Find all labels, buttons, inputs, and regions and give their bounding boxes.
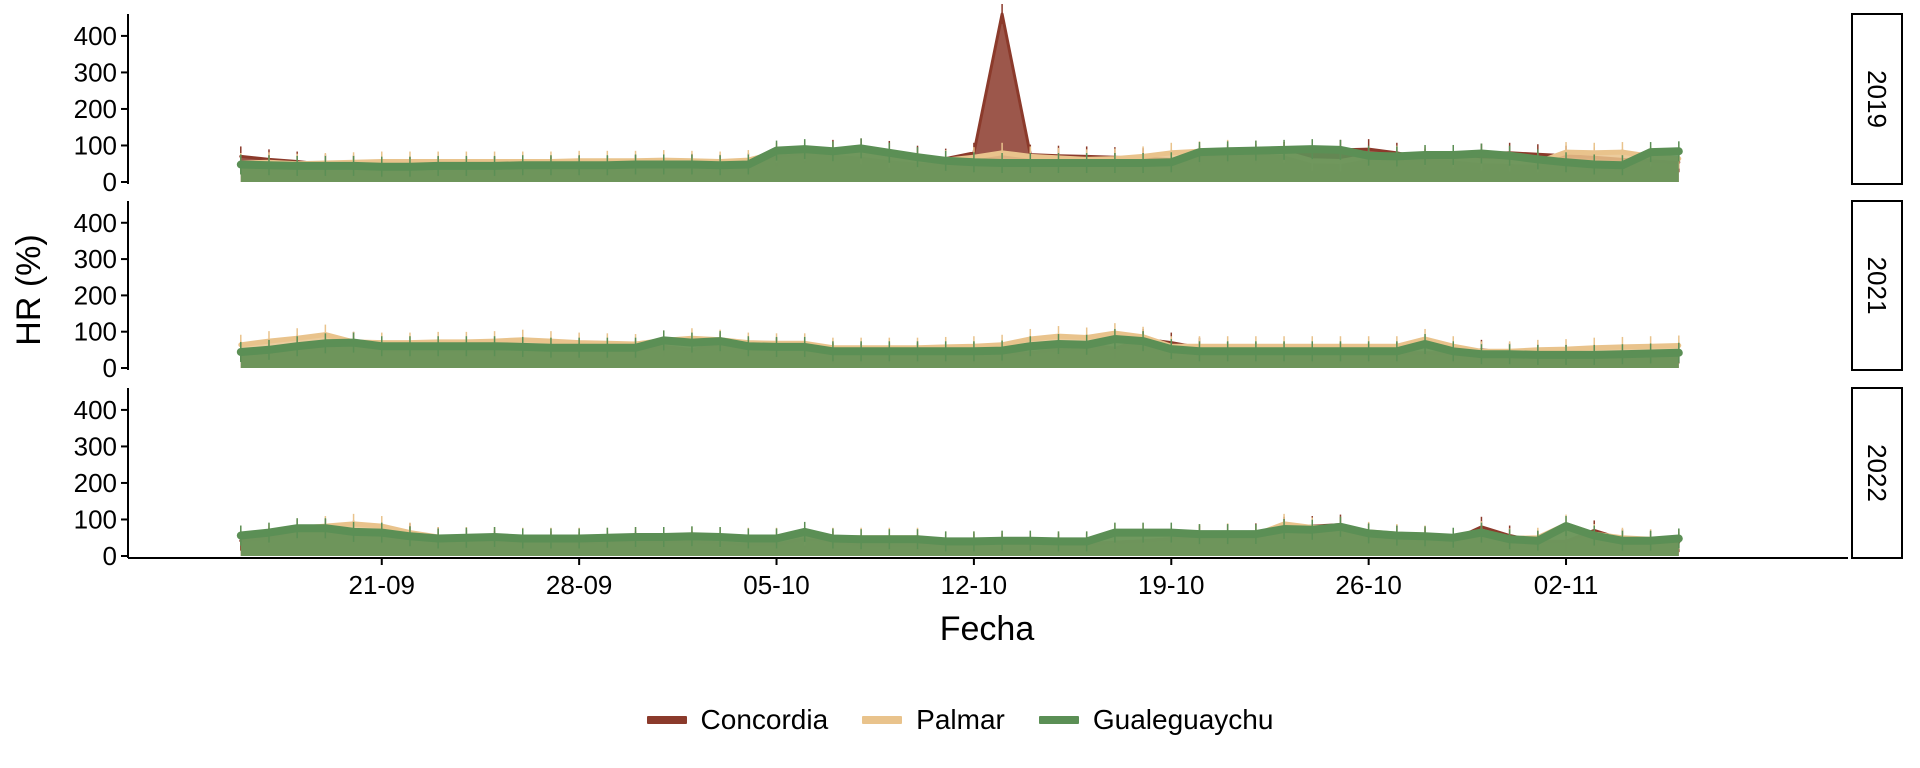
- y-tick-label: 100: [74, 317, 117, 347]
- y-tick-label: 0: [103, 541, 117, 571]
- y-tick-label: 400: [74, 208, 117, 238]
- y-axis-label: HR (%): [10, 234, 48, 345]
- line-concordia: [239, 12, 1681, 169]
- facet-strip: 2021: [1851, 200, 1903, 371]
- x-tick-label: 05-10: [743, 570, 810, 600]
- series-gualeguaychu: [236, 328, 1683, 368]
- facet-panels: 0 100 200 300 400 2019 0 100 200 300 400 2021 0 100 20…: [74, 4, 1903, 571]
- facet-strip-label: 2019: [1862, 70, 1892, 128]
- panel-2021: 0 100 200 300 400 2021: [74, 200, 1903, 383]
- facet-strip-label: 2022: [1862, 444, 1892, 502]
- x-tick-label: 12-10: [941, 570, 1008, 600]
- x-axis-label: Fecha: [940, 610, 1035, 648]
- facet-strip-label: 2021: [1862, 257, 1892, 315]
- legend-label: Gualeguaychu: [1092, 704, 1274, 735]
- y-tick-label: 0: [103, 167, 117, 197]
- y-tick-label: 300: [74, 431, 117, 461]
- line-palmar: [238, 330, 1682, 354]
- line-gualeguaychu: [236, 522, 1683, 546]
- legend: Concordia Palmar Gualeguaychu: [0, 696, 1920, 744]
- area-gualeguaychu: [240, 526, 1679, 556]
- y-tick-label: 200: [74, 468, 117, 498]
- line-gualeguaychu: [236, 335, 1683, 359]
- facet-strip: 2022: [1851, 387, 1903, 559]
- legend-label: Concordia: [700, 704, 829, 735]
- panel-2019: 0 100 200 300 400 2019: [74, 4, 1903, 197]
- legend-item-gualeguaychu: Gualeguaychu: [1038, 704, 1274, 736]
- y-tick-label: 100: [74, 130, 117, 160]
- y-tick-label: 200: [74, 94, 117, 124]
- legend-label: Palmar: [916, 704, 1005, 735]
- series-gualeguaychu: [236, 138, 1683, 182]
- y-tick-label: 300: [74, 244, 117, 274]
- x-tick-label: 19-10: [1138, 570, 1205, 600]
- y-tick-label: 0: [103, 353, 117, 383]
- y-tick-label: 400: [74, 395, 117, 425]
- panel-2022: 0 100 200 300 400 2022: [74, 387, 1903, 571]
- facet-strip-box: [1851, 13, 1903, 185]
- series-gualeguaychu: [236, 516, 1683, 556]
- facet-strip: 2019: [1851, 13, 1903, 185]
- facet-strip-box: [1851, 387, 1903, 559]
- x-tick-label: 26-10: [1335, 570, 1402, 600]
- x-tick-label: 28-09: [546, 570, 613, 600]
- y-tick-label: 400: [74, 21, 117, 51]
- legend-item-palmar: Palmar: [862, 704, 1005, 736]
- x-axis: 21-09 28-09 05-10 12-10 19-10 26-10 02-11: [349, 558, 1599, 600]
- y-tick-label: 100: [74, 504, 117, 534]
- legend-item-concordia: Concordia: [646, 704, 829, 736]
- x-tick-label: 02-11: [1534, 570, 1599, 600]
- y-tick-label: 300: [74, 57, 117, 87]
- facet-strip-box: [1851, 200, 1903, 371]
- legend-key: [646, 716, 687, 724]
- legend-key: [1038, 716, 1079, 724]
- x-tick-label: 21-09: [349, 570, 416, 600]
- y-tick-label: 200: [74, 280, 117, 310]
- line-gualeguaychu: [236, 144, 1683, 171]
- legend-key: [862, 716, 903, 724]
